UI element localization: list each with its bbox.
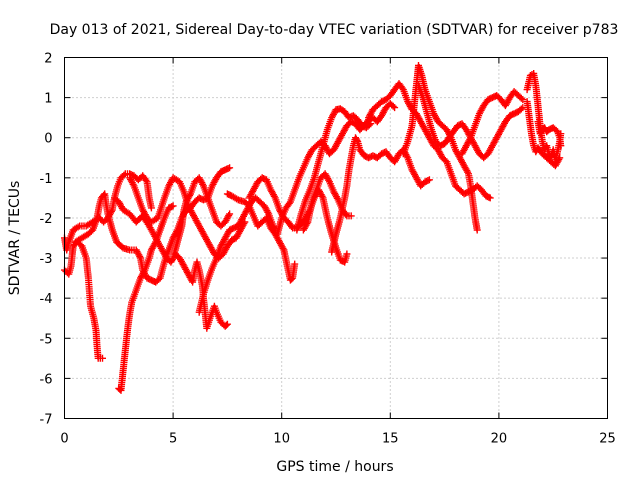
- series-arc-21: [523, 98, 564, 170]
- data-point: [517, 94, 525, 102]
- data-point: [365, 121, 373, 129]
- data-point: [225, 212, 233, 219]
- y-tick-label: -3: [40, 252, 53, 267]
- x-tick-label: 5: [169, 432, 177, 447]
- series-arc-7: [171, 250, 231, 332]
- data-point: [343, 250, 351, 258]
- data-point: [367, 120, 375, 128]
- data-point: [464, 168, 472, 176]
- y-tick-label: 2: [44, 52, 52, 67]
- data-point: [486, 194, 494, 202]
- data-point: [223, 320, 231, 328]
- data-point: [226, 164, 234, 172]
- data-point: [325, 176, 333, 184]
- data-point: [120, 171, 128, 179]
- data-point: [222, 321, 230, 329]
- series-arc-9: [223, 190, 299, 284]
- series-arc-20: [534, 118, 565, 150]
- x-tick-label: 10: [273, 432, 290, 447]
- series-arc-11: [273, 100, 399, 238]
- y-tick-labels: -7 -6 -5 -4 -3 -2 -1 0 1 2: [40, 52, 53, 428]
- y-tick-label: -7: [40, 413, 53, 428]
- series-arc-18: [458, 88, 527, 158]
- y-tick-label: 1: [44, 92, 52, 107]
- x-tick-labels: 0 5 10 15 20 25: [60, 432, 615, 447]
- data-point: [142, 176, 150, 184]
- data-point: [555, 155, 563, 163]
- x-axis-title: GPS time / hours: [276, 459, 393, 475]
- series-arc-17: [415, 82, 527, 162]
- y-tick-label: -1: [40, 172, 53, 187]
- y-tick-label: -2: [40, 212, 53, 227]
- data-point: [169, 202, 177, 210]
- data-point: [129, 180, 137, 188]
- y-tick-label: -5: [40, 332, 53, 347]
- series-arc-16: [399, 62, 481, 234]
- data-point: [557, 142, 565, 150]
- data-point: [147, 204, 155, 212]
- data-point: [199, 180, 207, 188]
- series-arc-3: [115, 202, 177, 394]
- data-point: [288, 223, 295, 230]
- data-point: [466, 135, 474, 143]
- data-point: [291, 260, 299, 268]
- data-point: [226, 210, 234, 218]
- data-point: [318, 192, 326, 200]
- x-tick-label: 0: [60, 432, 68, 447]
- series-arc-4: [71, 164, 234, 286]
- data-point: [270, 192, 278, 200]
- series-arc-12: [293, 105, 375, 234]
- data-point: [389, 102, 397, 110]
- data-point: [425, 176, 433, 184]
- series-arc-2: [61, 238, 106, 362]
- chart-title: Day 013 of 2021, Sidereal Day-to-day VTE…: [50, 22, 619, 38]
- data-point: [556, 154, 564, 162]
- data-point: [473, 226, 481, 234]
- data-point: [74, 223, 82, 231]
- data-point: [517, 105, 525, 113]
- y-tick-label: 0: [44, 132, 52, 147]
- x-tick-label: 20: [491, 432, 508, 447]
- y-tick-label: -4: [40, 292, 53, 307]
- data-series: [61, 62, 565, 394]
- data-point: [168, 255, 176, 263]
- data-point: [519, 96, 527, 104]
- x-tick-label: 15: [382, 432, 399, 447]
- data-point: [333, 194, 341, 202]
- y-axis-title: SDTVAR / TECUs: [7, 181, 23, 296]
- series-arc-13: [299, 170, 355, 234]
- data-point: [303, 220, 311, 228]
- data-point: [136, 253, 144, 260]
- data-point: [99, 354, 106, 362]
- data-point: [347, 212, 355, 220]
- y-tick-label: -6: [40, 372, 53, 387]
- data-point: [279, 244, 287, 252]
- data-point: [168, 203, 176, 211]
- x-tick-label: 25: [599, 432, 616, 447]
- data-point: [264, 208, 272, 216]
- series-arc-8: [195, 194, 279, 316]
- series-arc-1: [61, 170, 155, 254]
- series-arc-14: [328, 134, 433, 256]
- data-point: [391, 104, 399, 112]
- plot-frame: [64, 57, 608, 419]
